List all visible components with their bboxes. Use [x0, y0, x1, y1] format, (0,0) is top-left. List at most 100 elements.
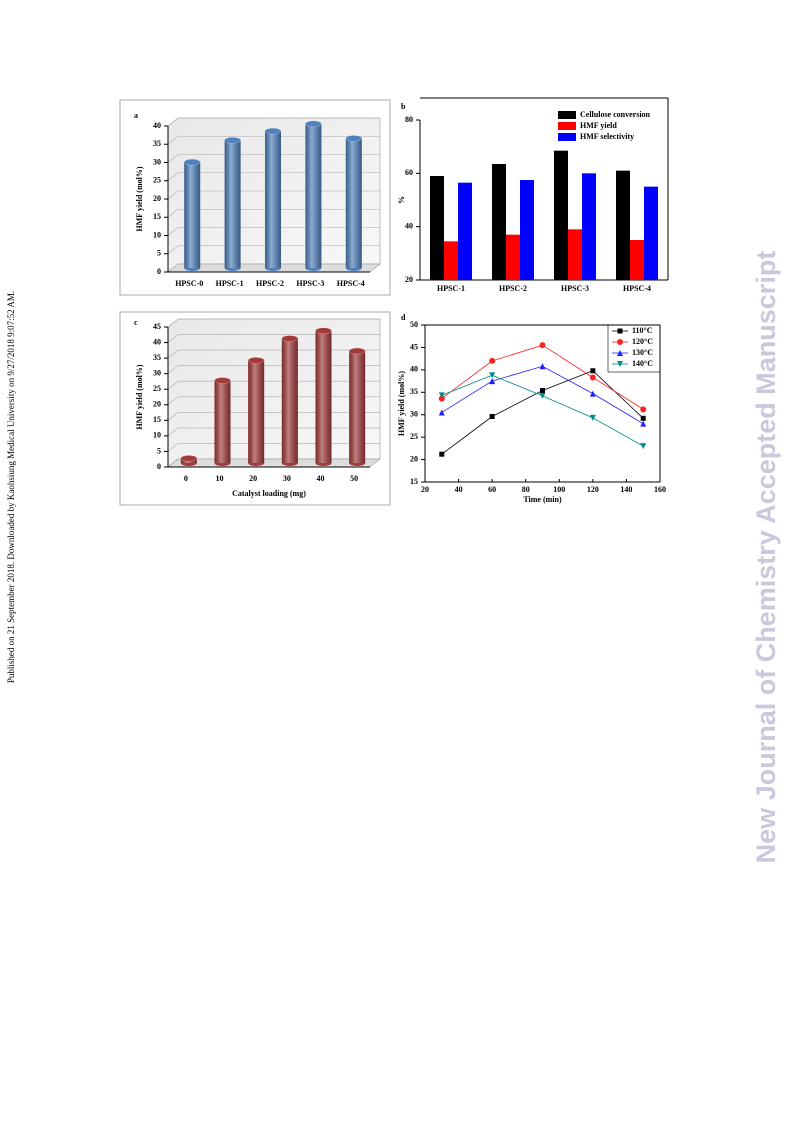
legend-frame [607, 324, 661, 373]
x-tick-label: 60 [488, 485, 496, 494]
grid-line [167, 349, 380, 359]
point [640, 406, 647, 413]
legend-swatch [558, 133, 576, 141]
y-tick-label: 5 [157, 446, 161, 455]
bar-shade [345, 138, 362, 268]
x-axis-label: Time (min) [523, 495, 562, 504]
x-tick-label: HPSC-1 [216, 279, 244, 288]
panel-label: d [401, 313, 406, 322]
point [640, 415, 646, 421]
point [489, 378, 496, 385]
y-tick-label: 0 [157, 462, 161, 471]
bar-cap [348, 347, 366, 355]
legend-label: HMF yield [580, 121, 617, 130]
y-tick-label: 40 [153, 121, 161, 130]
grid-line [167, 365, 380, 374]
bar-cap [183, 158, 201, 166]
y-tick-label: 10 [153, 431, 161, 440]
y-tick-label: 60 [405, 168, 413, 177]
y-tick-label: 40 [410, 365, 418, 374]
bar-cap [214, 377, 231, 384]
y-tick-label: 30 [153, 157, 161, 166]
point [590, 368, 596, 374]
legend-label: Cellulose conversion [580, 110, 651, 119]
bar-cap [345, 135, 363, 142]
point [589, 414, 596, 421]
point [640, 420, 647, 427]
bar-shade [224, 140, 241, 268]
grid-line [167, 427, 380, 437]
y-tick-label: 10 [153, 230, 161, 239]
floor [167, 458, 381, 468]
x-tick-label: HPSC-4 [623, 284, 651, 293]
point [540, 387, 545, 393]
bar-cap [315, 327, 332, 335]
point [589, 390, 596, 397]
point [617, 339, 623, 345]
y-tick-label: 25 [153, 176, 161, 185]
y-tick-label: 80 [405, 115, 413, 124]
x-tick-label: 0 [184, 474, 188, 483]
legend-label: 140°C [632, 359, 653, 368]
panel-label: c [134, 318, 138, 327]
bar-shade [214, 380, 231, 463]
side-note: Published on 21 September 2018. Download… [6, 291, 16, 683]
bar [458, 182, 472, 280]
y-tick-label: 40 [153, 337, 161, 346]
y-tick-label: 15 [410, 477, 418, 486]
x-tick-label: 160 [654, 485, 666, 494]
x-tick-label: 80 [522, 485, 530, 494]
point [617, 328, 623, 334]
legend-label: 120°C [632, 337, 653, 346]
panel-label: b [401, 102, 406, 111]
grid-line [167, 443, 380, 452]
bar-shade [184, 162, 201, 268]
bar [568, 229, 582, 280]
point [539, 363, 546, 370]
bar-shade [315, 330, 332, 463]
x-tick-label: 100 [553, 485, 565, 494]
y-tick-label: 35 [153, 353, 161, 362]
bar-cap [305, 120, 322, 128]
y-tick-label: 20 [410, 454, 418, 463]
y-tick-label: 30 [153, 368, 161, 377]
bar [520, 180, 534, 280]
y-tick-label: 40 [405, 221, 413, 230]
x-tick-label: 120 [587, 485, 599, 494]
x-tick-label: HPSC-3 [561, 284, 589, 293]
point [489, 414, 495, 420]
grid-line [167, 458, 380, 468]
panel-label: a [134, 111, 138, 120]
bar [506, 234, 520, 280]
bar [616, 170, 630, 280]
point [617, 361, 623, 367]
x-tick-label: 10 [216, 474, 224, 483]
legend-label: 110°C [632, 326, 653, 335]
x-tick-label: HPSC-3 [296, 279, 324, 288]
y-axis-label: HMF yield (mol%) [135, 166, 144, 231]
bar [554, 150, 568, 280]
legend-label: 130°C [632, 348, 653, 357]
bar-cap [281, 335, 299, 342]
y-tick-label: 5 [157, 249, 161, 258]
watermark: New Journal of Chemistry Accepted Manusc… [751, 251, 781, 864]
point [438, 392, 445, 399]
y-tick-label: 20 [153, 194, 161, 203]
bar-cap [180, 455, 198, 462]
grid-line [167, 334, 380, 343]
bar-shade [265, 131, 281, 268]
bar-cap [264, 127, 282, 135]
x-tick-label: HPSC-0 [175, 279, 203, 288]
y-tick-label: 25 [153, 384, 161, 393]
back-wall [167, 318, 381, 468]
point [439, 451, 445, 457]
legend-label: HMF selectivity [580, 132, 634, 141]
bar [492, 164, 506, 280]
legend-swatch [558, 111, 576, 119]
y-tick-label: 15 [153, 212, 161, 221]
y-tick-label: 20 [405, 275, 413, 284]
x-tick-label: 40 [317, 474, 325, 483]
x-tick-label: HPSC-2 [499, 284, 527, 293]
point [489, 372, 496, 379]
bar-shade [281, 338, 298, 463]
